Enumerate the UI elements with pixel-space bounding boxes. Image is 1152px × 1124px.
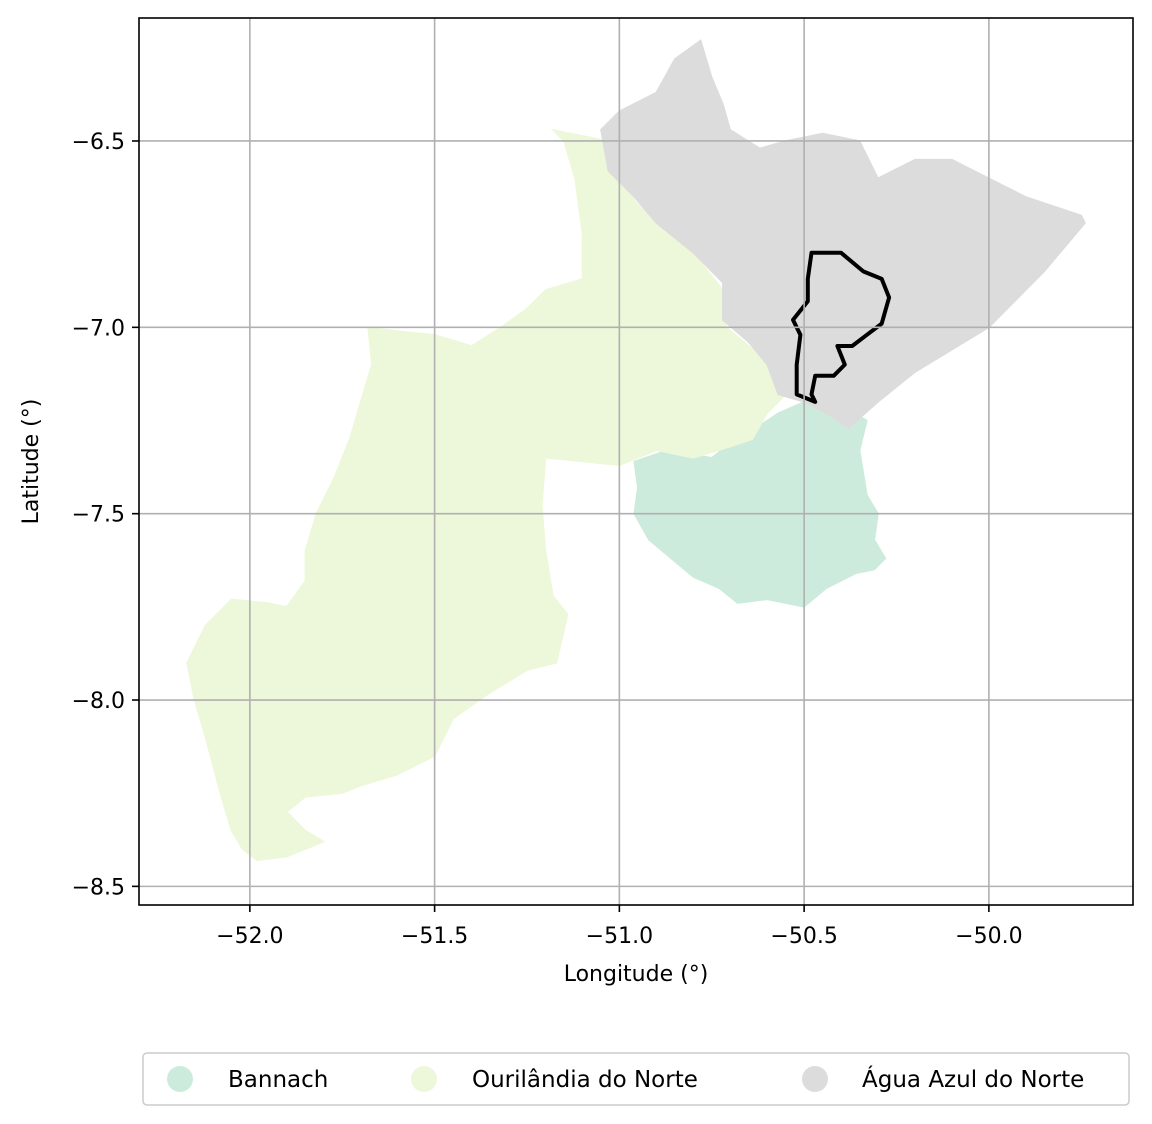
region-bannach — [633, 401, 887, 608]
x-tick-label: −50.0 — [955, 924, 1022, 949]
x-tick-label: −52.0 — [216, 924, 283, 949]
legend: Bannach Ourilândia do Norte Água Azul do N… — [142, 1052, 1130, 1106]
grid-layer — [139, 18, 1133, 905]
x-axis-label: Longitude (°) — [564, 962, 709, 987]
plot-frame — [138, 17, 1134, 906]
y-tick-label: −7.5 — [72, 503, 125, 528]
region-agua-azul-do-norte — [600, 39, 1086, 429]
x-tick-label: −51.5 — [401, 924, 468, 949]
y-tick-label: −7.0 — [72, 316, 125, 341]
study-area-outline — [791, 250, 892, 404]
legend-label-agua-azul-do-norte: Água Azul do Norte — [862, 1065, 1084, 1093]
y-tick-label: −8.5 — [72, 875, 125, 900]
highlight-layer — [791, 250, 892, 404]
legend-marker-agua-azul-do-norte — [802, 1066, 828, 1092]
tick-layer: −52.0 −51.5 −51.0 −50.5 −50.0 −6.5 −7.0 −7.5 −8.… — [72, 130, 1023, 949]
legend-label-ourilandia-do-norte: Ourilândia do Norte — [472, 1067, 698, 1093]
y-tick-label: −6.5 — [72, 130, 125, 155]
legend-marker-bannach — [167, 1066, 193, 1092]
x-tick-label: −50.5 — [770, 924, 837, 949]
region-layer — [186, 39, 1086, 862]
y-tick-label: −8.0 — [72, 689, 125, 714]
legend-label-bannach: Bannach — [228, 1067, 328, 1093]
y-axis-label: Latitude (°) — [19, 399, 44, 525]
x-tick-label: −51.0 — [586, 924, 653, 949]
legend-marker-ourilandia-do-norte — [411, 1066, 437, 1092]
legend-box — [142, 1052, 1130, 1106]
